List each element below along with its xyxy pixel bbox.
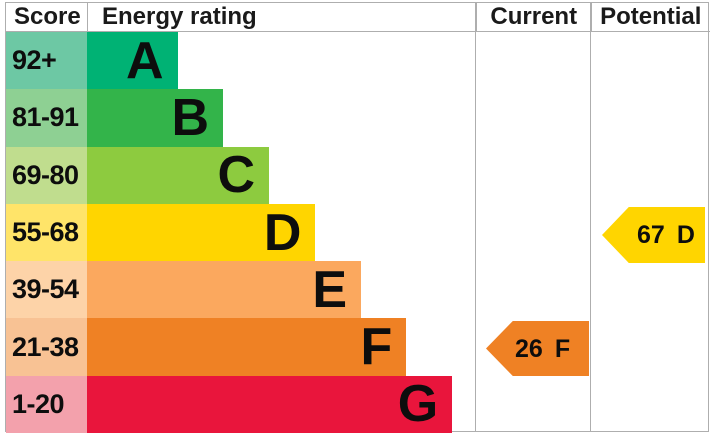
svg-text:26F: 26 F bbox=[515, 335, 570, 363]
